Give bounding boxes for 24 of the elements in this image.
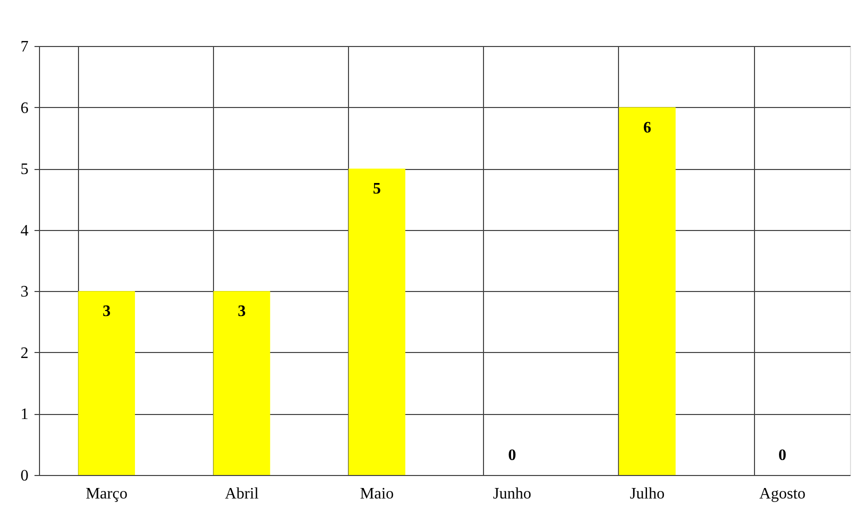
y-tick-label: 3 (20, 284, 28, 301)
data-label: 0 (508, 447, 516, 464)
data-label: 6 (643, 119, 652, 136)
x-tick-label: Abril (224, 486, 260, 502)
y-tick-label: 1 (20, 406, 28, 424)
data-label: 3 (102, 303, 111, 320)
y-tick-label: 0 (20, 468, 28, 484)
y-tick-label: 6 (20, 100, 28, 117)
bar (348, 168, 406, 475)
x-tick-label: Junho (492, 486, 532, 502)
bar (78, 291, 135, 475)
data-label: 3 (238, 303, 246, 320)
y-tick-label: 7 (20, 38, 28, 56)
x-tick-label: Agosto (759, 486, 806, 502)
y-tick-label: 4 (20, 222, 28, 240)
x-tick-label: Maio (360, 486, 394, 502)
y-tick-label: 2 (20, 344, 28, 362)
y-tick-label: 5 (20, 161, 28, 178)
bar (213, 291, 270, 475)
bar (618, 107, 676, 475)
data-label: 0 (778, 447, 786, 464)
x-tick-label: Março (86, 486, 128, 502)
data-label: 5 (372, 180, 381, 198)
x-tick-label: Julho (630, 486, 665, 502)
